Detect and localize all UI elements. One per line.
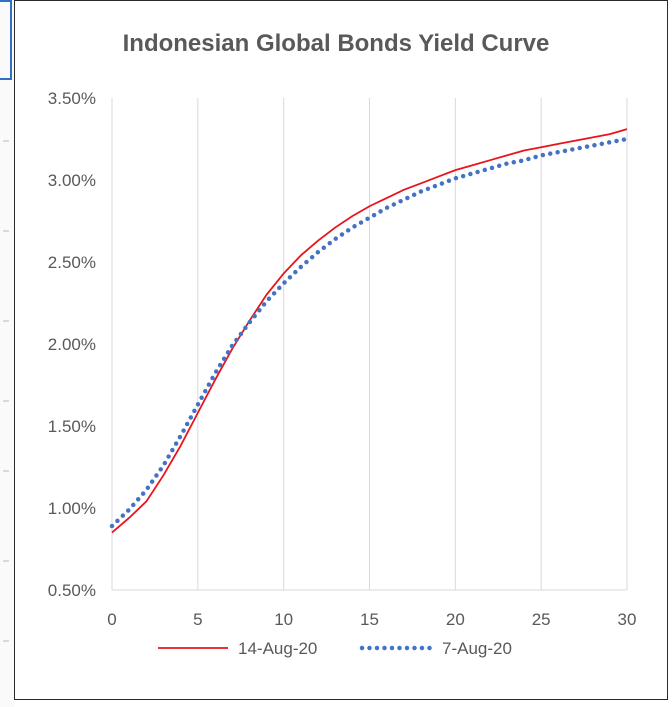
x-tick-label: 30 bbox=[618, 610, 637, 629]
edge-tick bbox=[3, 640, 9, 642]
y-tick-label: 3.00% bbox=[48, 171, 96, 190]
edge-tick bbox=[3, 320, 9, 322]
x-tick-label: 20 bbox=[446, 610, 465, 629]
x-tick-label: 25 bbox=[532, 610, 551, 629]
edge-tick bbox=[3, 230, 9, 232]
edge-tick bbox=[3, 400, 9, 402]
legend-label-1: 14-Aug-20 bbox=[238, 639, 317, 658]
y-tick-label: 2.00% bbox=[48, 335, 96, 354]
x-tick-label: 15 bbox=[360, 610, 379, 629]
series-line-2 bbox=[109, 136, 630, 529]
y-tick-label: 3.50% bbox=[48, 89, 96, 108]
left-window-edge bbox=[0, 0, 14, 707]
y-tick-label: 1.00% bbox=[48, 499, 96, 518]
x-tick-label: 10 bbox=[274, 610, 293, 629]
chart-title: Indonesian Global Bonds Yield Curve bbox=[122, 30, 550, 57]
y-tick-label: 1.50% bbox=[48, 417, 96, 436]
y-tick-label: 0.50% bbox=[48, 581, 96, 600]
x-tick-label: 0 bbox=[107, 610, 116, 629]
selection-marker bbox=[0, 0, 12, 80]
x-tick-label: 5 bbox=[193, 610, 202, 629]
edge-tick bbox=[3, 470, 9, 472]
chart-frame bbox=[14, 0, 668, 700]
legend-label-2: 7-Aug-20 bbox=[442, 639, 512, 658]
y-tick-label: 2.50% bbox=[48, 253, 96, 272]
edge-tick bbox=[3, 560, 9, 562]
series-line-1 bbox=[111, 128, 628, 534]
edge-tick bbox=[3, 140, 9, 142]
